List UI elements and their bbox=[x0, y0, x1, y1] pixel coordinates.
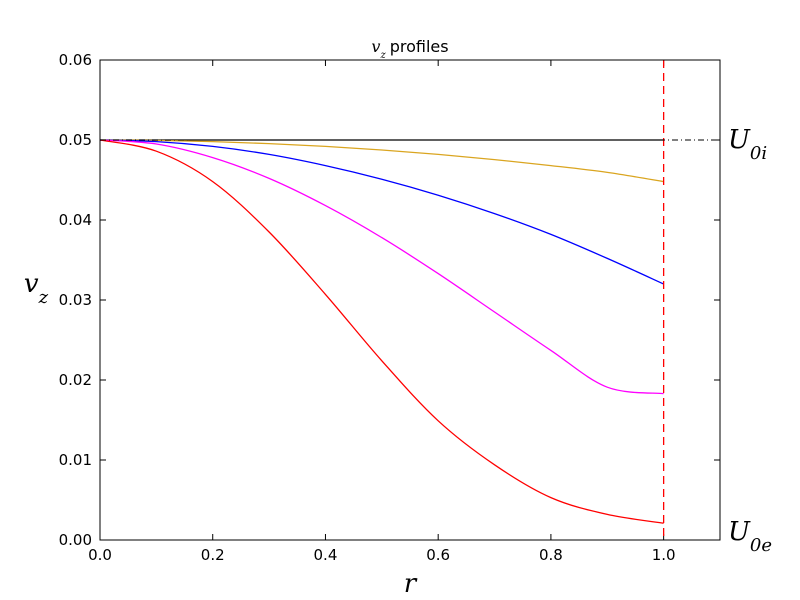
x-tick-label: 1.0 bbox=[652, 546, 676, 564]
annotation-u0e-main: U bbox=[728, 517, 751, 547]
x-tick-label: 0.4 bbox=[314, 546, 338, 564]
annotation-u0i-main: U bbox=[728, 125, 751, 155]
series-line-2 bbox=[99, 139, 664, 285]
series-line-1 bbox=[99, 139, 664, 183]
x-tick-label: 0.0 bbox=[88, 546, 112, 564]
y-tick-label: 0.05 bbox=[59, 131, 92, 149]
title-var: v bbox=[371, 37, 380, 56]
y-tick-label: 0.00 bbox=[59, 531, 92, 549]
y-tick-label: 0.02 bbox=[59, 371, 92, 389]
title-text: profiles bbox=[390, 37, 449, 56]
title-var-sub: z bbox=[379, 50, 386, 61]
annotation-u0e-sub: 0e bbox=[750, 535, 772, 556]
y-axis-label-sub: z bbox=[38, 287, 49, 308]
y-axis-label-main: v bbox=[24, 269, 39, 299]
x-tick-label: 0.6 bbox=[426, 546, 450, 564]
annotation-u0e: U0e bbox=[728, 517, 772, 556]
series-line-3 bbox=[99, 139, 664, 395]
x-tick-label: 0.8 bbox=[539, 546, 563, 564]
y-tick-label: 0.01 bbox=[59, 451, 92, 469]
tick-layer: 0.0 0.2 0.4 0.6 0.8 1.0 0.00 0.01 0.02 0.03 0.04 0.… bbox=[59, 51, 720, 564]
chart-title: vz profiles bbox=[371, 37, 448, 61]
x-axis-label: r bbox=[404, 569, 418, 599]
annotation-u0i-sub: 0i bbox=[750, 143, 767, 164]
plot-frame bbox=[99, 59, 721, 541]
reference-line-layer bbox=[100, 60, 720, 541]
annotation-u0i: U0i bbox=[728, 125, 767, 164]
y-axis-label: vz bbox=[24, 269, 49, 308]
y-tick-label: 0.06 bbox=[59, 51, 92, 69]
y-tick-label: 0.03 bbox=[59, 291, 92, 309]
series-layer bbox=[99, 139, 664, 524]
series-line-4 bbox=[99, 139, 664, 524]
x-tick-label: 0.2 bbox=[201, 546, 225, 564]
y-tick-label: 0.04 bbox=[59, 211, 92, 229]
